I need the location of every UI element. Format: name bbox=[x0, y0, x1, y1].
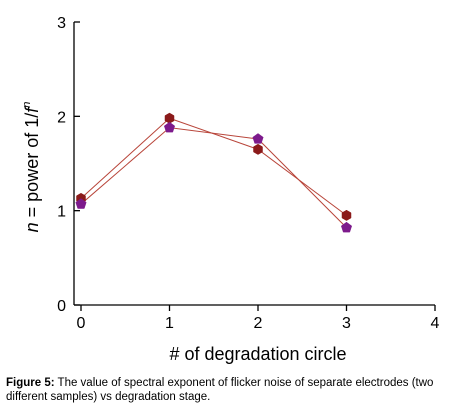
y-tick-label: 2 bbox=[57, 109, 66, 126]
y-axis-title-mid: = power of 1/ bbox=[22, 113, 42, 223]
caption-text: The value of spectral exponent of flicke… bbox=[6, 377, 434, 403]
x-tick-label: 3 bbox=[342, 315, 351, 332]
line-chart: 0 1 2 3 0 1 2 3 4 # of degradation circle n = po… bbox=[21, 15, 440, 364]
series-1-point bbox=[253, 143, 263, 155]
series-1-point bbox=[341, 209, 352, 221]
x-tick-label: 2 bbox=[254, 315, 263, 332]
y-axis-title-var: n bbox=[22, 222, 42, 232]
x-tick-label: 0 bbox=[77, 315, 86, 332]
x-axis-title: # of degradation circle bbox=[169, 344, 346, 364]
series-2-point bbox=[163, 121, 176, 133]
x-tick-label: 4 bbox=[431, 315, 440, 332]
y-axis-title-sup: n bbox=[21, 102, 33, 108]
series-2-point bbox=[75, 198, 87, 209]
y-axis-title-f: f bbox=[22, 106, 42, 113]
series-1-line bbox=[80, 117, 347, 216]
caption-label: Figure 5: bbox=[6, 377, 55, 389]
figure-caption: Figure 5: The value of spectral exponent… bbox=[6, 376, 456, 404]
series-2-point bbox=[252, 133, 264, 144]
x-tick-label: 1 bbox=[165, 315, 174, 332]
chart-marks bbox=[75, 112, 353, 233]
y-tick-label: 0 bbox=[57, 298, 66, 315]
y-tick-label: 1 bbox=[57, 204, 66, 221]
series-2-line bbox=[80, 127, 347, 229]
y-tick-label: 3 bbox=[57, 15, 66, 32]
series-2-point bbox=[340, 221, 353, 233]
axes: 0 1 2 3 0 1 2 3 4 bbox=[57, 15, 439, 332]
y-axis-title: n = power of 1/fn bbox=[21, 102, 42, 233]
